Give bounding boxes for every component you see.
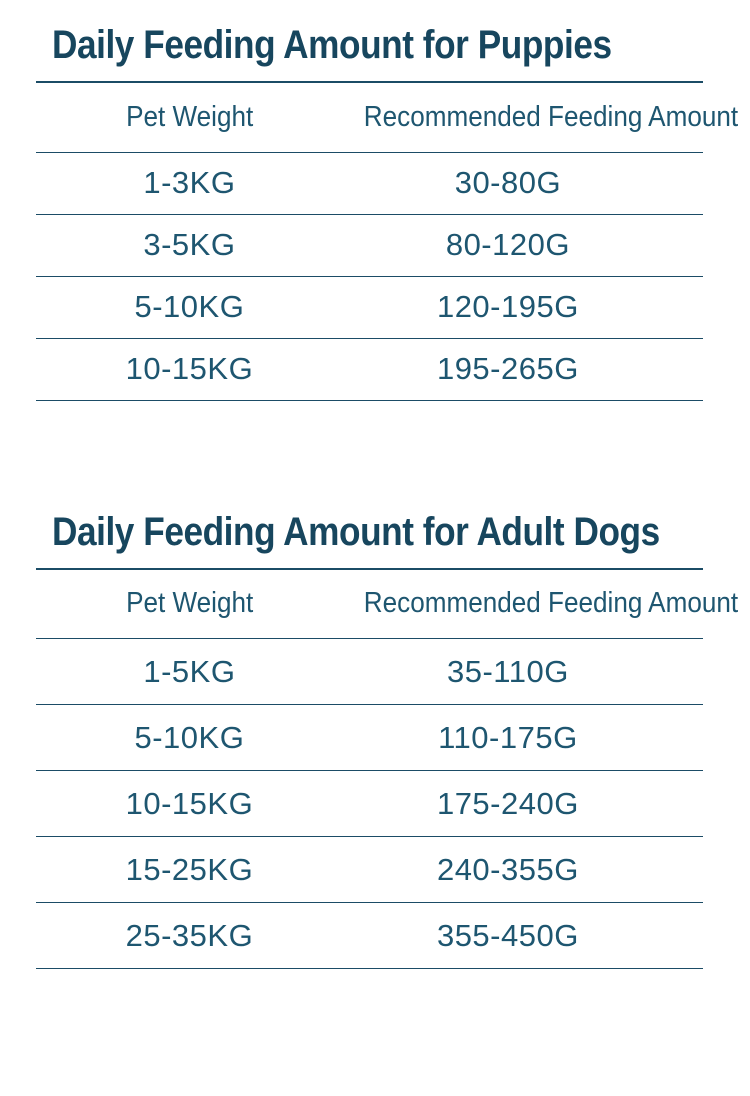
- title-divider: [36, 81, 703, 83]
- pet-weight-cell: 1-3KG: [36, 152, 343, 215]
- table-header-row: Pet Weight Recommended Feeding Amount: [36, 83, 738, 153]
- feeding-guide-page: Daily Feeding Amount for Puppies Pet Wei…: [36, 22, 738, 969]
- table-row: 10-15KG 195-265G: [36, 338, 703, 401]
- feeding-amount-cell: 35-110G: [342, 638, 703, 705]
- puppies-feeding-section: Daily Feeding Amount for Puppies Pet Wei…: [36, 22, 738, 401]
- table-header-row: Pet Weight Recommended Feeding Amount: [36, 569, 738, 639]
- feeding-amount-cell: 30-80G: [342, 152, 703, 215]
- pet-weight-column-header: Pet Weight: [36, 569, 343, 639]
- feeding-amount-cell: 175-240G: [342, 770, 703, 837]
- table-row: 15-25KG 240-355G: [36, 836, 703, 903]
- table-row: 1-5KG 35-110G: [36, 638, 703, 705]
- pet-weight-column-header: Pet Weight: [36, 83, 343, 153]
- table-row: 5-10KG 120-195G: [36, 276, 703, 339]
- feeding-amount-cell: 240-355G: [342, 836, 703, 903]
- table-row: 5-10KG 110-175G: [36, 704, 703, 771]
- pet-weight-cell: 15-25KG: [36, 836, 343, 903]
- table-row: 3-5KG 80-120G: [36, 214, 703, 277]
- title-divider: [36, 567, 703, 570]
- pet-weight-cell: 25-35KG: [36, 902, 343, 969]
- pet-weight-header-text: Pet Weight: [125, 587, 253, 620]
- adult-dogs-feeding-table: Pet Weight Recommended Feeding Amount 1-…: [36, 569, 738, 969]
- pet-weight-cell: 5-10KG: [36, 276, 343, 339]
- pet-weight-cell: 10-15KG: [36, 770, 343, 837]
- feeding-amount-cell: 195-265G: [342, 338, 703, 401]
- puppies-section-title-text: Daily Feeding Amount for Puppies: [52, 23, 612, 67]
- feeding-amount-cell: 355-450G: [342, 902, 703, 969]
- feeding-amount-cell: 120-195G: [342, 276, 703, 339]
- puppies-section-title: Daily Feeding Amount for Puppies: [36, 22, 703, 68]
- section-spacer: [36, 401, 703, 509]
- table-row: 1-3KG 30-80G: [36, 152, 703, 215]
- table-row: 25-35KG 355-450G: [36, 902, 703, 969]
- table-row: 10-15KG 175-240G: [36, 770, 703, 837]
- adult-dogs-feeding-section: Daily Feeding Amount for Adult Dogs Pet …: [36, 509, 738, 969]
- pet-weight-cell: 1-5KG: [36, 638, 343, 705]
- feeding-amount-column-header: Recommended Feeding Amount: [342, 83, 738, 153]
- feeding-amount-header-text: Recommended Feeding Amount: [363, 587, 738, 620]
- adult-dogs-section-title: Daily Feeding Amount for Adult Dogs: [36, 509, 703, 555]
- puppies-feeding-table: Pet Weight Recommended Feeding Amount 1-…: [36, 83, 738, 401]
- pet-weight-cell: 10-15KG: [36, 338, 343, 401]
- pet-weight-header-text: Pet Weight: [125, 100, 253, 133]
- pet-weight-cell: 3-5KG: [36, 214, 343, 277]
- feeding-amount-column-header: Recommended Feeding Amount: [342, 569, 738, 639]
- feeding-amount-header-text: Recommended Feeding Amount: [363, 100, 738, 133]
- feeding-amount-cell: 80-120G: [342, 214, 703, 277]
- pet-weight-cell: 5-10KG: [36, 704, 343, 771]
- feeding-amount-cell: 110-175G: [342, 704, 703, 771]
- adult-dogs-section-title-text: Daily Feeding Amount for Adult Dogs: [52, 509, 660, 554]
